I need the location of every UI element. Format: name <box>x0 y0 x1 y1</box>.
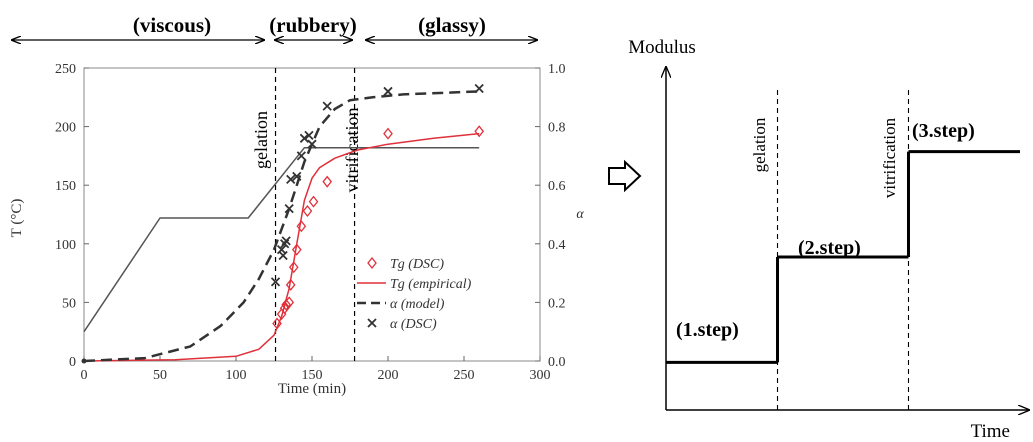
y2-tick-label: 0.8 <box>548 121 566 136</box>
y-tick-label: 150 <box>55 179 76 194</box>
x-tick-label: 250 <box>454 368 475 383</box>
left-chart-data-layer: 0 50 100 150 200 250 300 0 50 100 150 200 250 0.0 0.2 0… <box>55 62 566 383</box>
right-chart: Modulus Time gelation vitrification (1.s… <box>628 37 1029 442</box>
legend: Tg (DSC) Tg (empirical) α (model) α (DSC… <box>357 256 472 332</box>
x-tick-label: 50 <box>153 368 167 383</box>
right-vitrification-annotation: vitrification <box>880 117 899 198</box>
data-point-tg-dsc <box>474 125 485 138</box>
data-point-tg-dsc <box>279 302 290 315</box>
legend-marker-tg-dsc <box>367 256 377 270</box>
step-label-1: (1.step) <box>676 319 739 341</box>
region-label-glassy: (glassy) <box>418 13 486 37</box>
x-tick-label: 150 <box>302 368 323 383</box>
y-tick-label: 250 <box>55 62 76 77</box>
y-tick-label: 0 <box>69 355 76 370</box>
data-point-dsc <box>383 86 393 97</box>
y2-tick-label: 0.4 <box>548 238 566 253</box>
vitrification-annotation: vitrification <box>342 108 362 193</box>
step-label-3: (3.step) <box>912 120 975 142</box>
y2-tick-label: 0.2 <box>548 296 566 311</box>
legend-marker-alpha-dsc <box>367 318 377 328</box>
x-axis-title: Time (min) <box>278 381 346 397</box>
gelation-annotation: gelation <box>251 111 271 169</box>
x-tick-label: 100 <box>226 368 247 383</box>
right-gelation-annotation: gelation <box>750 117 769 172</box>
data-point-dsc <box>278 250 288 261</box>
data-point-dsc <box>307 139 317 149</box>
right-y-axis-title: Modulus <box>628 37 696 58</box>
right-axis-title: α <box>576 207 584 222</box>
y-tick-label: 100 <box>55 238 76 253</box>
data-point-tg-dsc <box>285 278 296 291</box>
data-point-dsc <box>286 174 296 184</box>
legend-label-alpha-model: α (model) <box>390 297 445 312</box>
data-point-tg-dsc <box>288 261 299 274</box>
left-chart: (viscous) (rubbery) (glassy) T (°C) α Ti… <box>9 13 584 397</box>
data-point-tg-dsc <box>308 195 319 208</box>
legend-label-tg-empirical: Tg (empirical) <box>390 277 472 292</box>
data-point-tg-dsc <box>322 175 333 188</box>
x-tick-label: 300 <box>530 368 551 383</box>
left-axis-title: T (°C) <box>9 199 25 238</box>
y-tick-label: 200 <box>55 121 76 136</box>
data-point-tg-dsc <box>302 204 313 218</box>
data-point-tg-dsc <box>296 220 307 233</box>
data-point-dsc <box>284 204 294 214</box>
y2-tick-label: 1.0 <box>548 62 566 77</box>
data-point-dsc <box>474 83 484 94</box>
y2-tick-label: 0.0 <box>548 355 566 370</box>
plot-frame <box>83 67 541 362</box>
x-tick-label: 200 <box>378 368 399 383</box>
y-tick-label: 50 <box>62 296 76 311</box>
legend-label-alpha-dsc: α (DSC) <box>390 317 437 332</box>
x-tick-label: 0 <box>81 368 88 383</box>
data-point-dsc <box>304 130 314 141</box>
series-line-tg-empirical <box>83 132 480 362</box>
origin-point <box>81 358 87 364</box>
data-point-dsc <box>322 101 332 111</box>
data-point-dsc <box>299 133 310 143</box>
region-label-viscous: (viscous) <box>133 13 211 37</box>
data-point-dsc <box>281 236 291 246</box>
data-point-dsc <box>292 171 302 182</box>
data-point-dsc <box>296 151 306 161</box>
series-line-temperature-profile <box>83 146 480 333</box>
step-label-2: (2.step) <box>798 237 861 259</box>
transition-arrow <box>608 159 642 193</box>
data-point-tg-dsc <box>383 127 393 140</box>
y2-tick-label: 0.6 <box>548 179 566 194</box>
data-point-tg-dsc <box>291 243 302 256</box>
data-point-tg-dsc <box>281 298 291 311</box>
legend-label-tg-dsc: Tg (DSC) <box>390 257 444 272</box>
region-label-rubbery: (rubbery) <box>269 13 357 37</box>
right-x-axis-title: Time <box>971 421 1010 442</box>
data-point-dsc <box>270 277 281 287</box>
right-chart-data-layer <box>666 90 1020 410</box>
